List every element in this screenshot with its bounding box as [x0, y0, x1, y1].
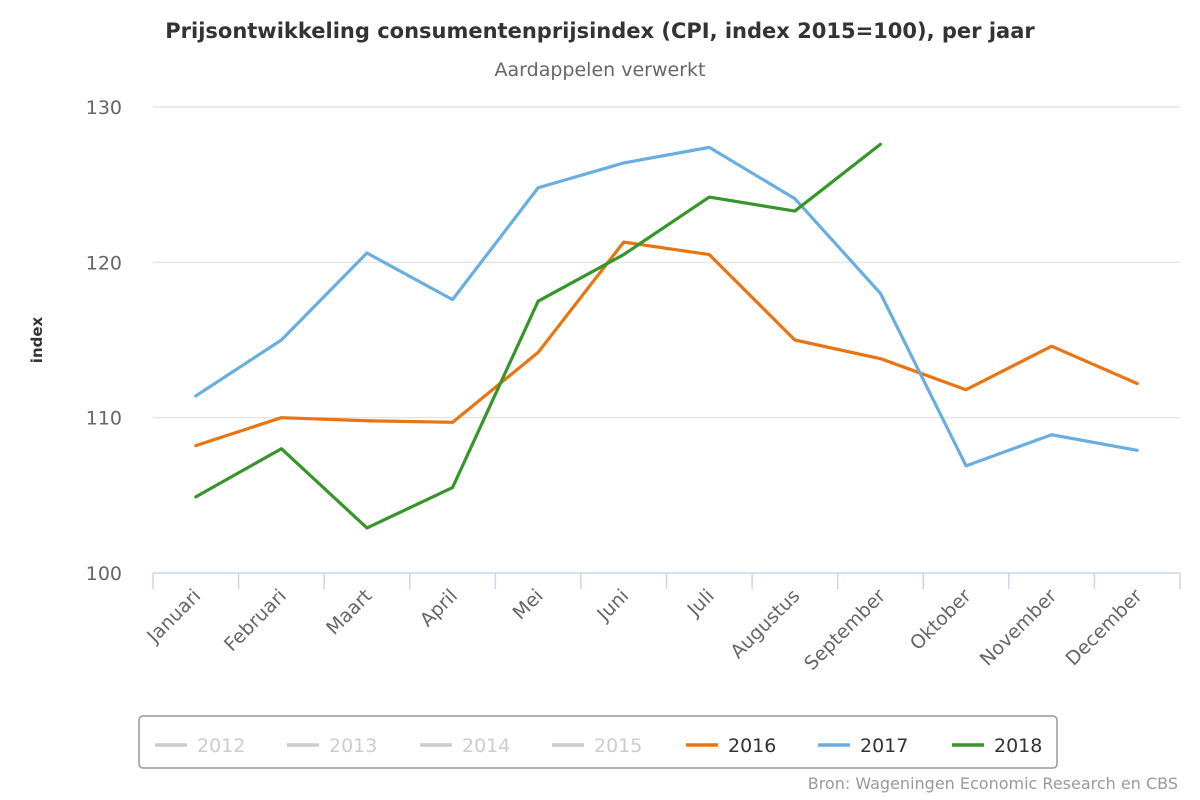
chart-subtitle: Aardappelen verwerkt — [495, 59, 706, 81]
legend-label: 2018 — [994, 735, 1042, 757]
x-tick-label: December — [1062, 585, 1147, 670]
x-tick-label: Juli — [683, 585, 719, 621]
x-tick-label: Februari — [220, 585, 291, 656]
x-tick-label: Mei — [509, 585, 548, 624]
legend-label: 2013 — [329, 735, 377, 757]
legend-label: 2012 — [197, 735, 245, 757]
legend-label: 2015 — [594, 735, 642, 757]
x-tick-label: September — [800, 585, 890, 675]
y-tick-label: 100 — [86, 563, 122, 585]
legend-item-2018[interactable]: 2018 — [952, 735, 1042, 757]
series-line-2017[interactable] — [194, 145, 1139, 468]
x-tick-label: Maart — [322, 585, 376, 639]
legend-item-2014[interactable]: 2014 — [420, 735, 510, 757]
y-tick-label: 130 — [86, 97, 122, 119]
x-tick-label: November — [976, 585, 1062, 671]
x-tick-label: Juni — [592, 585, 633, 626]
legend-item-2016[interactable]: 2016 — [686, 735, 776, 757]
x-tick-label: Oktober — [906, 585, 976, 655]
y-tick-label: 110 — [86, 408, 122, 430]
legend-label: 2017 — [860, 735, 908, 757]
series-line-2018[interactable] — [194, 142, 883, 530]
legend-item-2015[interactable]: 2015 — [552, 735, 642, 757]
x-tick-label: Augustus — [726, 585, 804, 663]
legend-item-2013[interactable]: 2013 — [287, 735, 377, 757]
legend-label: 2014 — [462, 735, 510, 757]
legend-box — [138, 715, 1058, 769]
x-tick-label: Januari — [142, 585, 205, 648]
credits: Bron: Wageningen Economic Research en CB… — [808, 774, 1178, 793]
y-axis-label: index — [28, 316, 46, 363]
y-tick-label: 120 — [86, 252, 122, 274]
legend-label: 2016 — [728, 735, 776, 757]
series-line-2016[interactable] — [194, 240, 1139, 448]
chart-title: Prijsontwikkeling consumentenprijsindex … — [165, 19, 1035, 43]
legend-item-2017[interactable]: 2017 — [818, 735, 908, 757]
legend-item-2012[interactable]: 2012 — [155, 735, 245, 757]
x-tick-label: April — [416, 585, 462, 631]
